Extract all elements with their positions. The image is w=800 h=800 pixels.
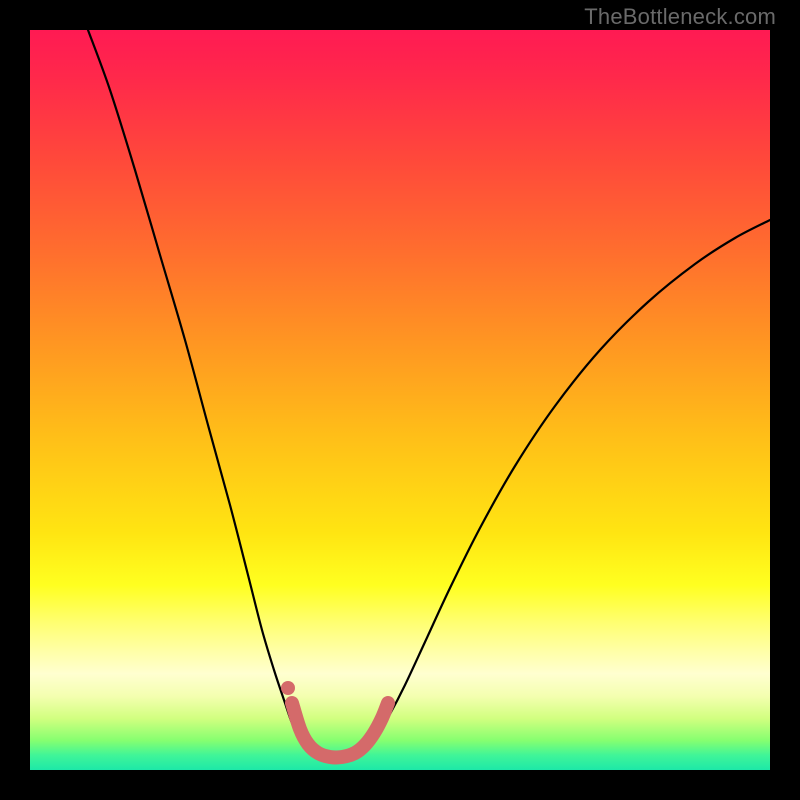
trough-dot xyxy=(281,681,295,695)
plot-area xyxy=(30,30,770,770)
trough-highlight xyxy=(292,703,388,758)
bottleneck-curve xyxy=(88,30,770,759)
curve-layer xyxy=(30,30,770,770)
watermark-text: TheBottleneck.com xyxy=(584,4,776,30)
